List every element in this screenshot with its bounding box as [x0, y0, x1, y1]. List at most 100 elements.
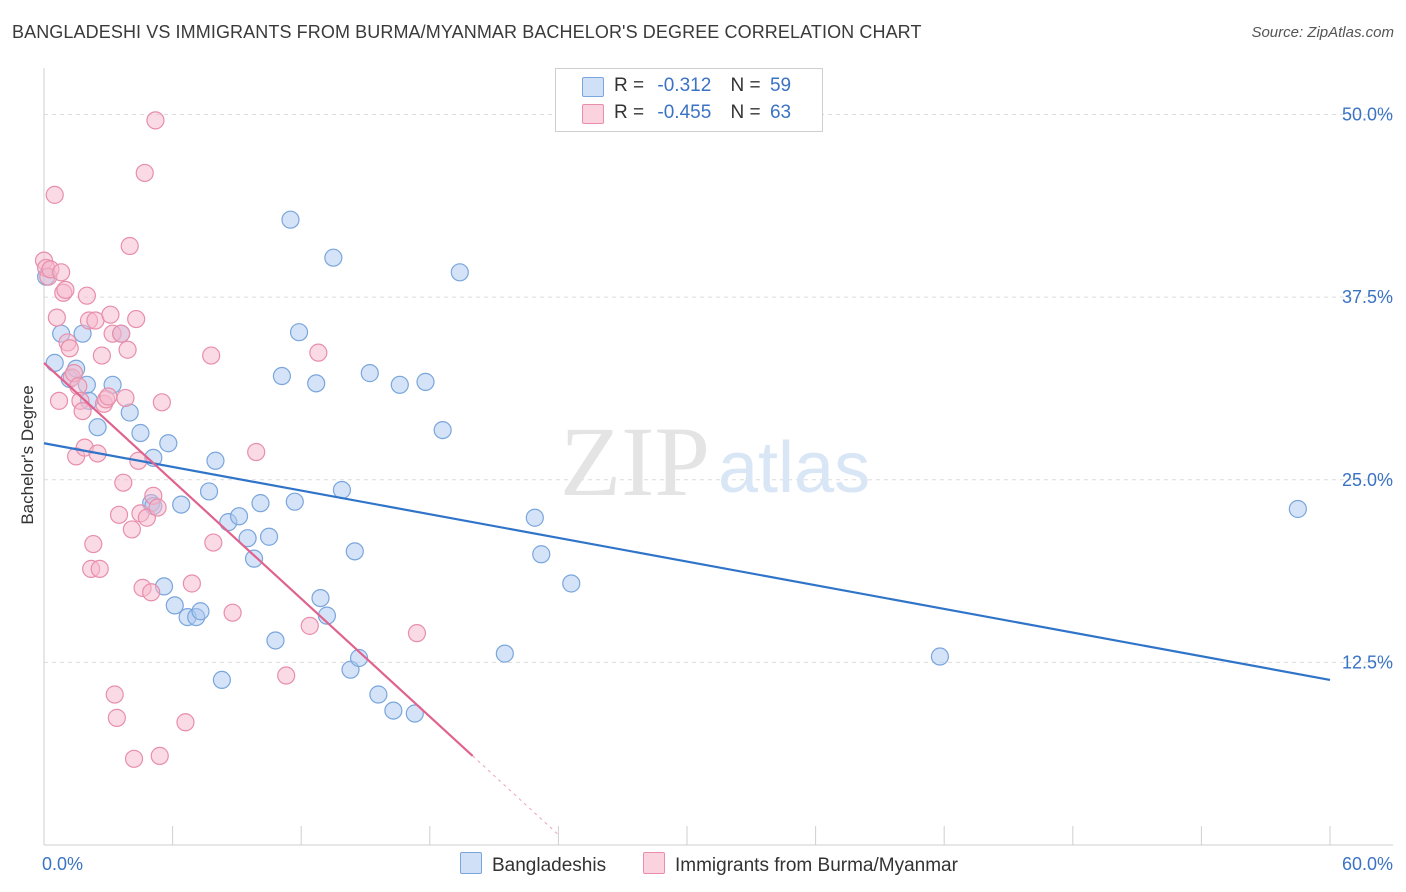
data-point	[1288, 499, 1307, 519]
data-point	[120, 236, 139, 256]
data-point	[277, 666, 296, 685]
data-point	[229, 507, 249, 526]
trend-line-bangladeshis	[43, 442, 1331, 681]
data-point	[495, 644, 514, 663]
data-point	[238, 529, 257, 548]
data-point	[152, 393, 171, 412]
watermark-atlas: atlas	[718, 428, 870, 508]
data-point	[176, 713, 195, 732]
data-point	[124, 749, 144, 768]
data-point	[206, 451, 225, 470]
data-point	[223, 603, 242, 622]
data-point	[450, 263, 469, 282]
legend-r-value: -0.455	[657, 102, 712, 123]
data-point	[118, 340, 137, 359]
data-point	[281, 210, 300, 229]
gridlines	[44, 114, 1393, 663]
data-point	[525, 508, 544, 527]
data-point	[148, 498, 167, 517]
data-point	[204, 533, 223, 552]
axes	[43, 68, 1393, 846]
data-point	[52, 263, 71, 282]
data-point	[47, 308, 66, 327]
data-point	[251, 494, 270, 513]
data-point	[259, 527, 279, 546]
data-point	[150, 746, 169, 765]
data-point	[199, 482, 219, 501]
data-point	[360, 364, 379, 383]
y-tick-label: 37.5%	[1342, 287, 1393, 307]
data-point	[212, 670, 231, 690]
data-point	[77, 286, 96, 305]
x-tick-label-max: 60.0%	[1342, 854, 1393, 874]
data-point	[127, 309, 146, 329]
data-point	[272, 366, 292, 386]
bottom-legend-swatch-pink	[643, 852, 665, 874]
watermark-zip: ZIP	[560, 406, 710, 517]
data-point	[182, 574, 201, 593]
data-point	[300, 616, 319, 635]
data-point	[285, 492, 304, 511]
data-point	[45, 185, 64, 204]
data-point	[73, 401, 92, 421]
source-credit: Source: ZipAtlas.com	[1251, 24, 1394, 41]
y-tick-label: 12.5%	[1342, 652, 1393, 672]
legend-n-value: 59	[769, 75, 792, 96]
data-point	[142, 583, 161, 602]
data-point	[92, 346, 111, 365]
data-point	[345, 542, 364, 561]
data-point	[116, 388, 135, 408]
legend-n-label: N =	[730, 75, 761, 96]
data-point	[107, 708, 126, 727]
data-point	[289, 323, 309, 342]
trend-line-extension-burma-myanmar	[472, 755, 559, 836]
data-point	[114, 473, 133, 492]
data-point	[159, 434, 178, 453]
x-tick-label-min: 0.0%	[42, 854, 83, 874]
bottom-legend-label: Bangladeshis	[492, 855, 607, 876]
data-point	[88, 418, 107, 437]
data-point	[532, 545, 551, 564]
y-tick-label: 50.0%	[1342, 105, 1393, 125]
data-point	[247, 442, 266, 462]
legend-r-label: R =	[614, 102, 645, 123]
data-point	[311, 588, 330, 608]
legend-n-value: 63	[769, 102, 792, 123]
data-point	[369, 685, 388, 704]
data-point	[416, 372, 435, 391]
data-point	[309, 343, 328, 362]
bottom-legend-burma-myanmar: Immigrants from Burma/Myanmar	[643, 852, 958, 877]
data-point	[60, 339, 79, 358]
data-point	[191, 602, 210, 621]
legend-r-label: R =	[614, 75, 645, 96]
data-point	[101, 305, 120, 324]
data-point	[172, 495, 191, 514]
data-point	[244, 549, 264, 568]
data-point	[90, 559, 109, 578]
data-point	[384, 701, 403, 720]
data-point	[390, 375, 409, 394]
data-point	[112, 324, 131, 343]
data-point	[84, 534, 103, 554]
bottom-legend-label: Immigrants from Burma/Myanmar	[675, 855, 958, 876]
data-point	[135, 163, 154, 183]
data-point	[122, 520, 141, 539]
trend-line-burma-myanmar	[43, 362, 474, 757]
data-point	[202, 346, 221, 365]
trend-lines	[43, 362, 1331, 836]
legend-swatch-pink	[582, 104, 604, 124]
data-point	[45, 353, 64, 372]
data-point	[131, 423, 150, 443]
data-point	[56, 280, 75, 299]
data-point	[405, 704, 424, 723]
legend-n-label: N =	[730, 102, 761, 123]
data-point	[433, 420, 452, 440]
chart-title: BANGLADESHI VS IMMIGRANTS FROM BURMA/MYA…	[12, 22, 922, 42]
legend-r-value: -0.312	[657, 75, 712, 96]
legend-swatch-blue	[582, 77, 604, 97]
data-point	[49, 391, 69, 410]
data-point	[165, 596, 184, 615]
tick-labels: 12.5% 25.0% 37.5% 50.0% 0.0% 60.0%	[42, 105, 1393, 874]
data-point	[407, 624, 427, 643]
